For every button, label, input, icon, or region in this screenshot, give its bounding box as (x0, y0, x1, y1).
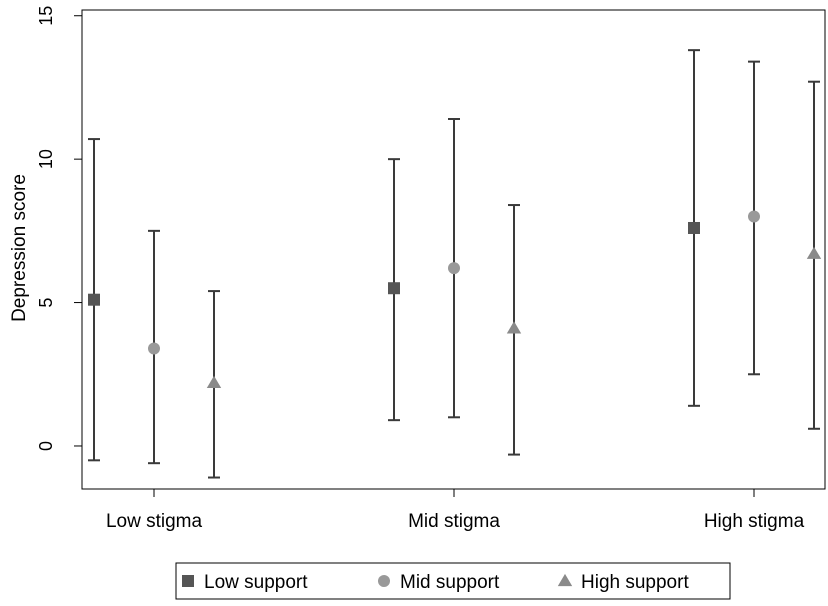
y-tick-label: 0 (36, 441, 56, 451)
y-tick-label: 5 (36, 298, 56, 308)
data-point (806, 246, 822, 259)
data-point (388, 282, 400, 295)
data-point (206, 375, 222, 389)
legend-marker (378, 575, 390, 587)
legend-label: Mid support (400, 572, 500, 593)
data-point (688, 221, 700, 234)
legend-marker (557, 573, 573, 587)
legend-label: Low support (204, 572, 308, 593)
y-tick-label: 15 (36, 6, 56, 26)
legend-label: High support (581, 572, 689, 593)
legend-box (175, 562, 731, 600)
y-axis-label: Depression score (9, 174, 30, 322)
data-point (448, 262, 460, 275)
x-tick-label: Low stigma (106, 511, 203, 532)
data-point (88, 293, 100, 306)
y-tick-label: 10 (36, 149, 56, 169)
data-point (506, 321, 522, 334)
data-point (148, 342, 160, 355)
x-tick-label: High stigma (704, 511, 805, 532)
data-point (748, 210, 760, 223)
legend-marker (182, 575, 194, 587)
x-tick-label: Mid stigma (408, 511, 500, 532)
